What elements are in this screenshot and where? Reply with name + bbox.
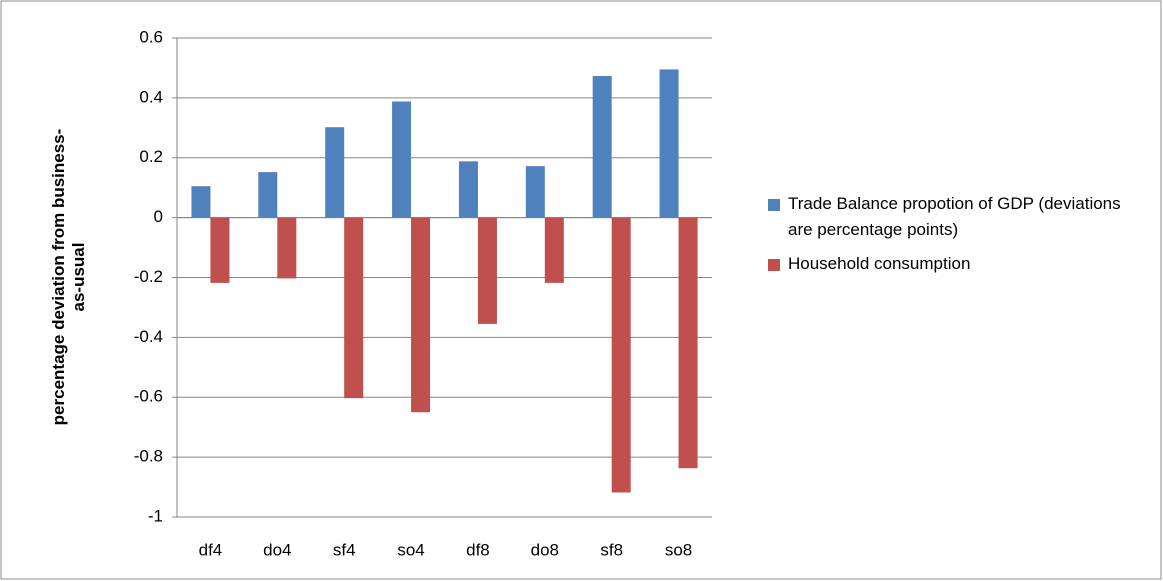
bar bbox=[592, 76, 612, 218]
bar bbox=[392, 101, 412, 218]
x-tick-label: df8 bbox=[466, 540, 490, 559]
x-tick-label: df4 bbox=[199, 540, 223, 559]
bar bbox=[659, 69, 679, 218]
y-tick-label: -0.4 bbox=[134, 327, 163, 346]
legend-swatch bbox=[768, 199, 780, 211]
bar bbox=[611, 217, 631, 493]
y-tick-label: -0.6 bbox=[134, 387, 163, 406]
bar bbox=[258, 172, 278, 218]
y-tick-label: -0.8 bbox=[134, 447, 163, 466]
bar bbox=[477, 217, 497, 324]
legend: Trade Balance propotion of GDP (deviatio… bbox=[768, 191, 1128, 285]
x-tick-label: so4 bbox=[397, 540, 424, 559]
y-tick-label: 0.6 bbox=[139, 27, 163, 46]
y-tick-label: 0 bbox=[154, 207, 163, 226]
legend-item: Trade Balance propotion of GDP (deviatio… bbox=[768, 191, 1128, 243]
y-tick-label: 0.4 bbox=[139, 87, 163, 106]
y-axis-title: percentage deviation from business-as-us… bbox=[49, 128, 88, 426]
legend-label: Trade Balance propotion of GDP (deviatio… bbox=[788, 194, 1121, 239]
x-tick-label: do8 bbox=[531, 540, 559, 559]
legend-item: Household consumption bbox=[768, 251, 1128, 277]
legend-swatch bbox=[768, 259, 780, 271]
y-tick-label: -1 bbox=[148, 506, 163, 525]
bar bbox=[678, 217, 698, 469]
bar bbox=[344, 217, 364, 399]
x-tick-label: sf4 bbox=[333, 540, 356, 559]
bar bbox=[411, 217, 431, 413]
bar bbox=[544, 217, 564, 283]
x-tick-label: so8 bbox=[665, 540, 692, 559]
bar bbox=[325, 127, 345, 218]
bar bbox=[277, 217, 297, 279]
x-tick-label: sf8 bbox=[600, 540, 623, 559]
bar bbox=[210, 217, 230, 283]
x-tick-label: do4 bbox=[263, 540, 291, 559]
y-tick-label: 0.2 bbox=[139, 147, 163, 166]
bar bbox=[191, 186, 211, 218]
bar bbox=[525, 166, 545, 218]
legend-label: Household consumption bbox=[788, 254, 971, 273]
bar bbox=[458, 161, 478, 218]
y-tick-label: -0.2 bbox=[134, 267, 163, 286]
